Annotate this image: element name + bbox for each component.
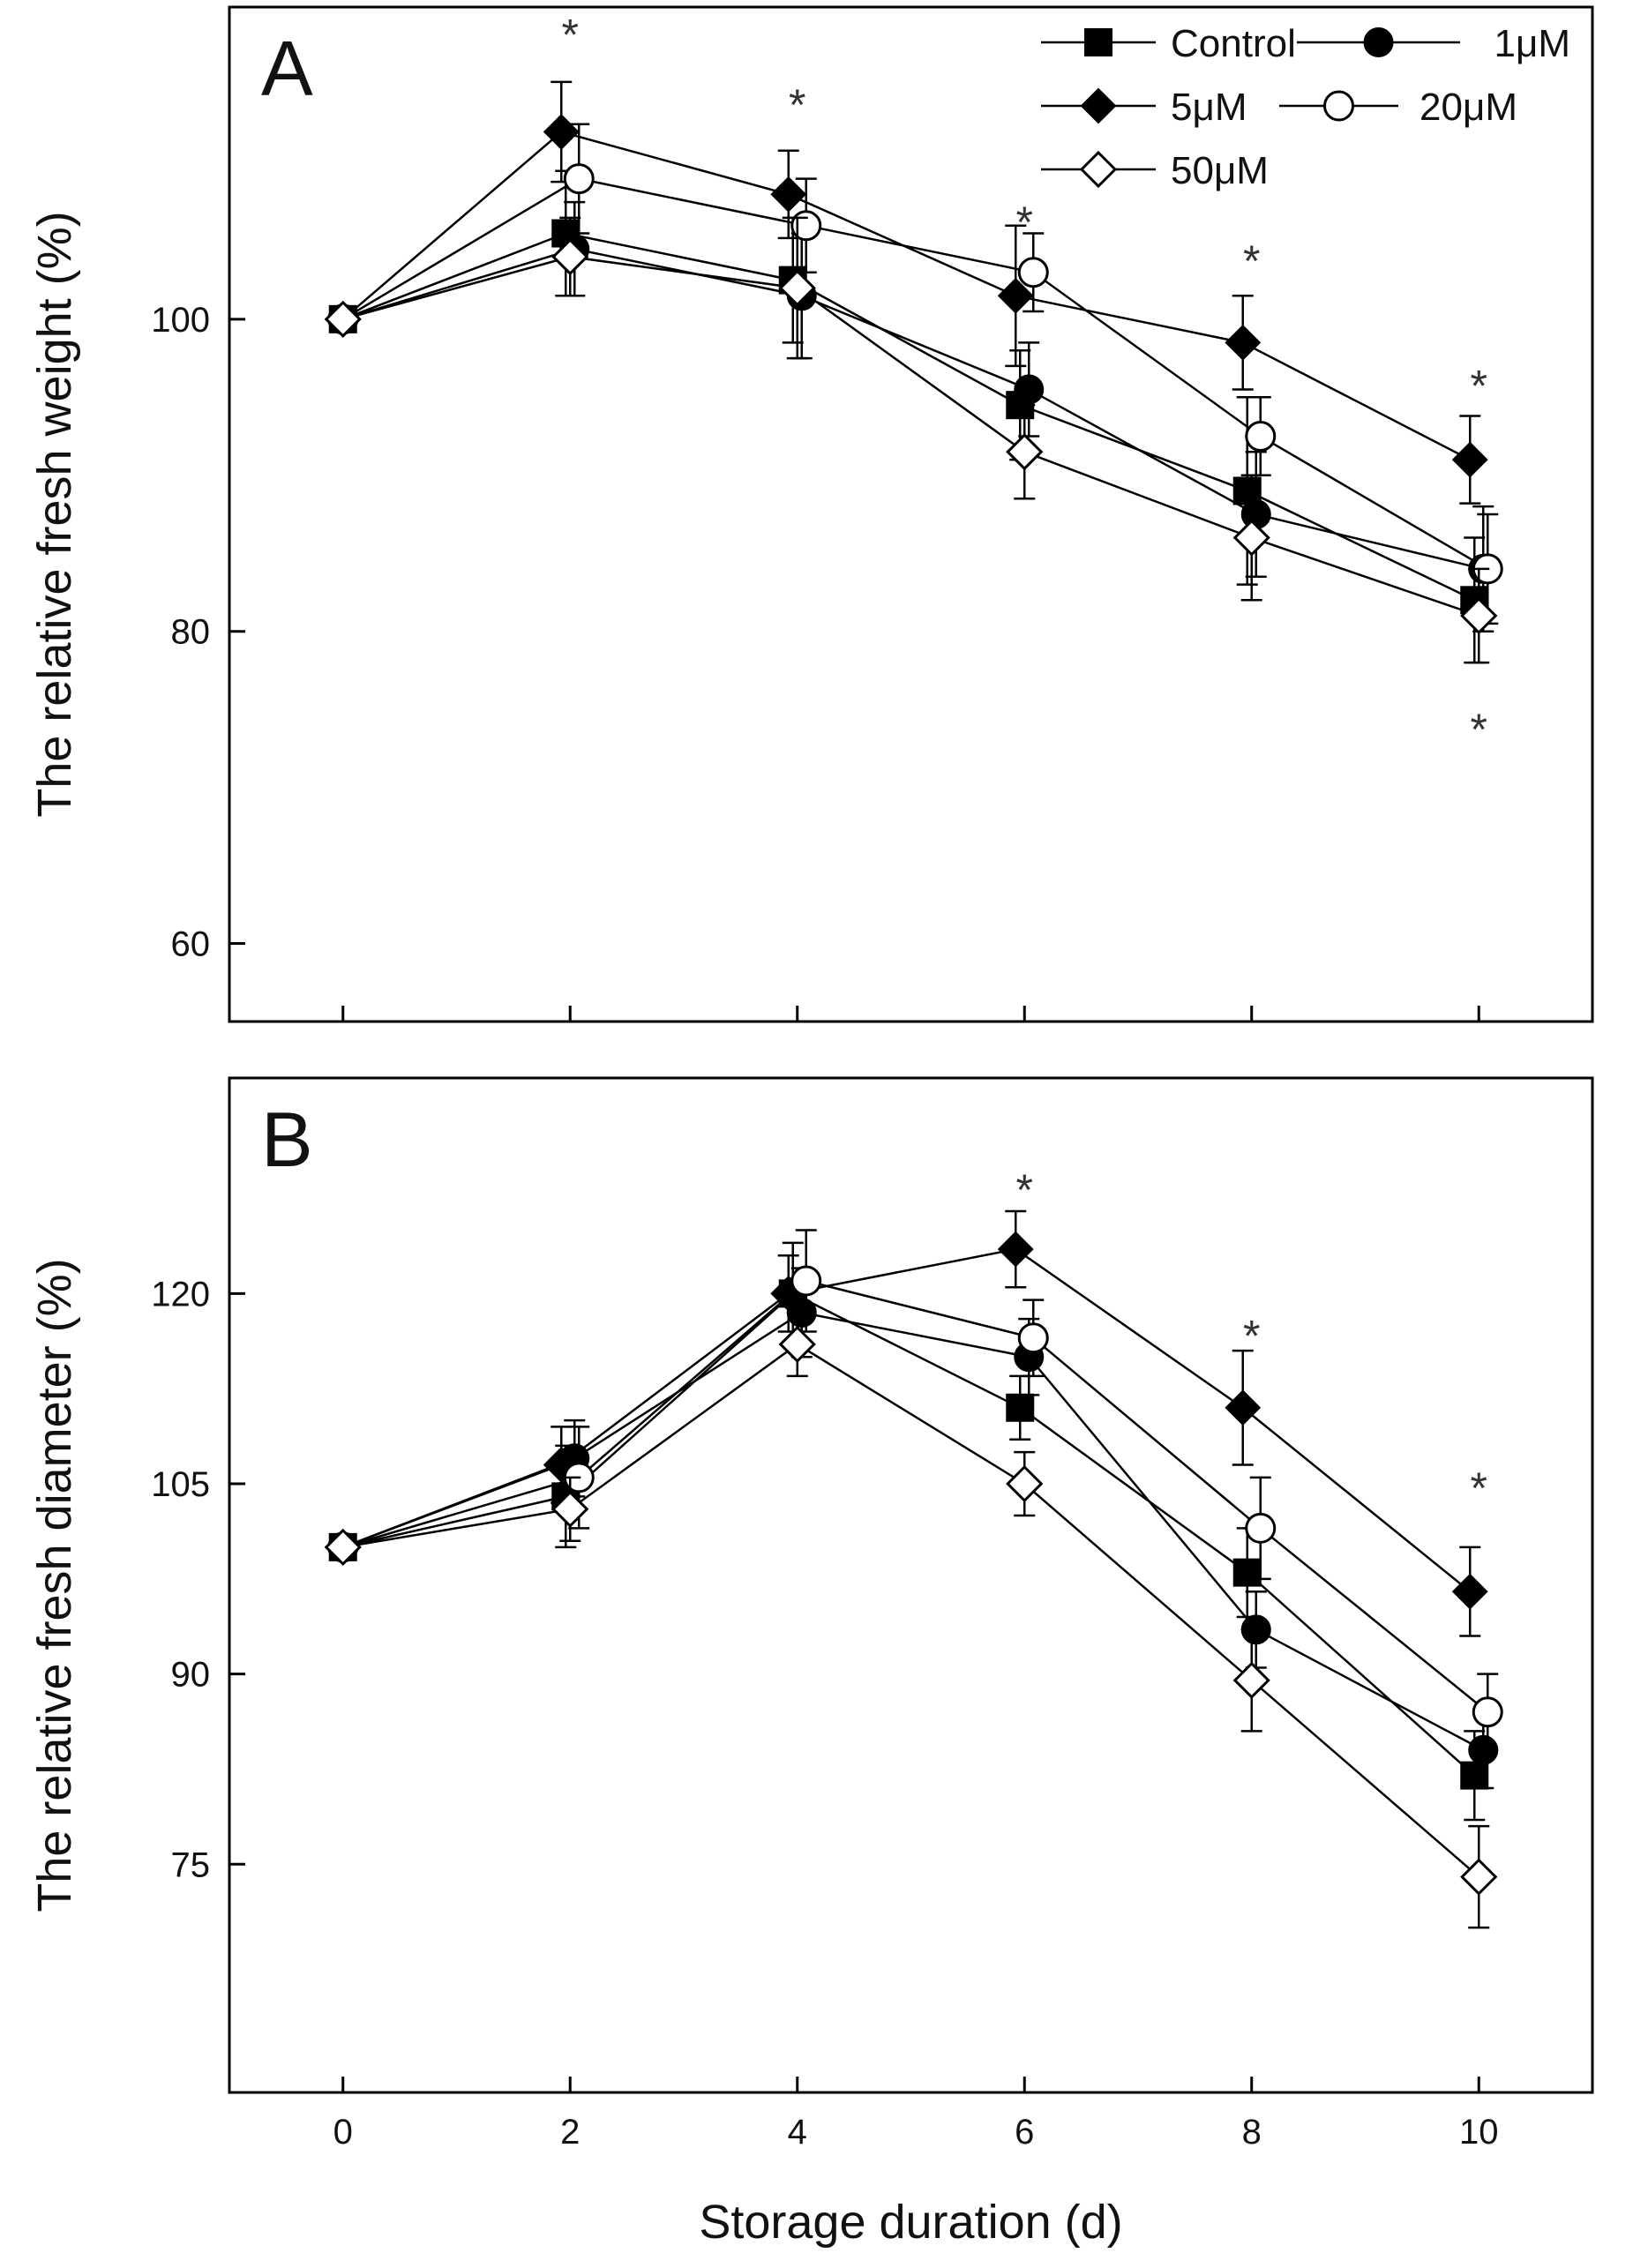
series-line [342,1247,1472,1593]
legend-marker [1080,87,1117,124]
legend-marker [1323,90,1354,122]
y-tick-label: 75 [171,1845,211,1884]
legend-marker [1084,28,1112,56]
series-2 [325,1209,1488,1637]
data-point [324,300,362,338]
data-point [1006,433,1044,471]
panel-label: B [261,1096,313,1183]
y-tick-label: 90 [171,1656,211,1695]
data-point [1232,1558,1262,1587]
series-line [342,1291,1476,1777]
data-point [1460,596,1498,635]
series-4 [324,216,1498,664]
data-point [551,1490,589,1528]
significance-mark: * [1471,1463,1487,1513]
y-tick-label: 60 [171,925,211,964]
y-tick-label: 105 [151,1465,210,1504]
data-point [324,1528,362,1566]
panel-a: 60 80 100 The relative fresh weight (%) A * * *… [28,5,1594,1023]
data-point [778,269,816,307]
significance-mark: * [1243,1312,1260,1361]
data-point [551,237,589,276]
legend-marker [1079,150,1118,189]
plot-frame [228,1076,1594,2094]
data-point [543,114,580,150]
y-tick-label: 100 [151,301,210,340]
x-tick-label: 6 [1015,2113,1034,2152]
legend-label: Control [1171,22,1296,65]
series-1 [327,200,1499,632]
data-point [1006,1393,1035,1422]
significance-mark: * [1016,1165,1033,1215]
data-point [1017,1322,1049,1354]
x-tick-label: 10 [1459,2113,1499,2152]
legend: Control 1μM 5μM 20μM 50μM [1041,22,1570,192]
y-axis-title: The relative fresh diameter (%) [28,1258,81,1912]
y-tick-label: 120 [151,1275,210,1314]
series-line [342,1279,1489,1713]
significance-mark: * [789,80,805,130]
series-3 [327,1229,1503,1752]
significance-mark: * [1471,362,1487,411]
data-point [997,277,1034,314]
data-point [1017,257,1049,288]
data-point [1014,374,1045,405]
panel-label: A [261,25,313,112]
significance-mark: * [1243,236,1260,286]
legend-item-4: 50μM [1041,149,1269,192]
significance-mark: * [1016,198,1033,247]
series-line [342,1311,1484,1751]
data-point [1225,1389,1262,1426]
data-point [1451,441,1488,478]
data-point [790,1265,822,1297]
y-tick-label: 80 [171,613,211,652]
significance-mark: * [562,11,579,60]
data-point [778,1325,816,1363]
series-0 [328,169,1489,664]
panel-b: 0 2 4 6 8 10 75 90 105 120 The relative fresh diam… [28,1076,1594,2249]
series-1 [327,1267,1499,1790]
data-point [563,163,595,195]
series-2 [325,80,1488,505]
legend-label: 50μM [1171,149,1269,192]
series-line [342,232,1475,602]
data-point [1225,324,1262,361]
legend-label: 1μM [1494,22,1570,65]
series-4 [324,1311,1498,1929]
series-line [342,177,1488,571]
legend-item-1: 1μM [1297,22,1570,65]
data-point [770,176,807,213]
data-point [1245,421,1277,453]
data-point [1245,1512,1277,1544]
legend-item-3: 20μM [1279,86,1517,129]
y-axis-title: The relative fresh weight (%) [28,211,81,817]
legend-marker [1363,27,1394,57]
data-point [1232,519,1270,557]
plot-frame [228,5,1594,1023]
data-point [1006,1464,1044,1503]
data-point [1472,1696,1503,1728]
series-line [342,255,1479,618]
series-line [341,131,1471,461]
legend-label: 20μM [1420,86,1517,129]
significance-mark: * [1471,705,1487,754]
data-point [997,1231,1034,1268]
x-axis-title: Storage duration (d) [699,2196,1122,2249]
legend-item-0: Control [1041,22,1296,65]
data-point [1232,1661,1270,1699]
legend-item-2: 5μM [1041,86,1247,129]
legend-label: 5μM [1171,86,1247,129]
data-point [1460,1858,1498,1896]
series-line [342,1343,1480,1878]
x-tick-label: 0 [333,2113,353,2152]
x-tick-label: 8 [1242,2113,1262,2152]
series-line [342,247,1484,571]
x-tick-label: 4 [788,2113,807,2152]
x-tick-label: 2 [560,2113,580,2152]
data-point [1451,1573,1488,1610]
